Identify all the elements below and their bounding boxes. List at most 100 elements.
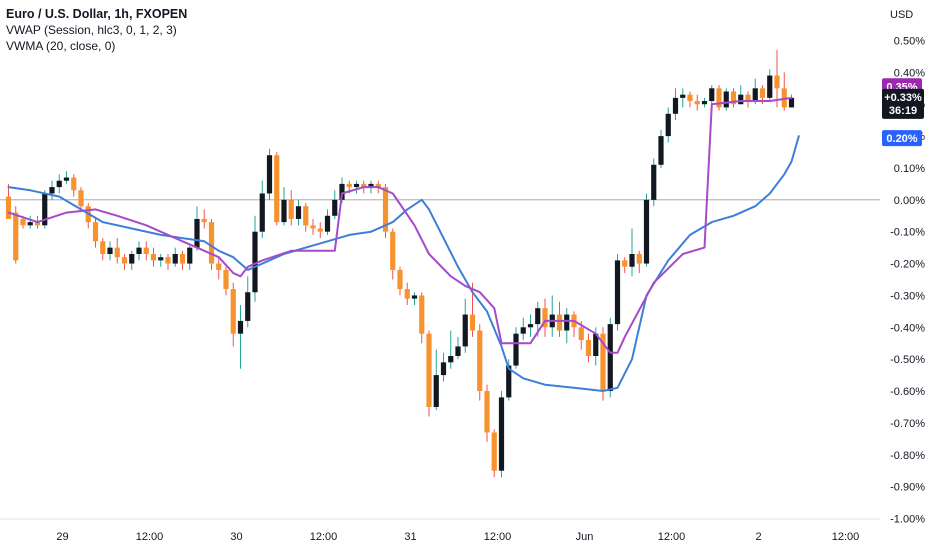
countdown-label: 36:19 — [889, 105, 917, 117]
candle-body — [498, 397, 505, 471]
candle-body — [230, 289, 236, 334]
last-price-label: +0.33% — [884, 92, 922, 104]
candle-body — [448, 355, 454, 363]
candle-body — [578, 327, 584, 341]
y-tick-label: -1.00% — [890, 514, 925, 526]
candle-body — [187, 247, 193, 264]
candles-group — [5, 50, 795, 478]
candle-body — [346, 183, 352, 188]
candle-body — [614, 260, 621, 325]
candle-body — [636, 254, 642, 264]
candle-body — [556, 314, 563, 331]
x-tick-label: 30 — [230, 531, 242, 543]
symbol-title[interactable]: Euro / U.S. Dollar, 1h, FXOPEN — [6, 7, 188, 21]
candle-body — [56, 180, 62, 188]
candle-body — [477, 330, 483, 392]
candle-body — [397, 269, 403, 290]
candle-body — [27, 222, 33, 226]
y-tick-label: 0.50% — [894, 36, 925, 48]
candle-body — [208, 222, 215, 264]
x-tick-label: 12:00 — [658, 531, 686, 543]
y-tick-label: -0.40% — [890, 322, 925, 334]
candle-body — [469, 314, 476, 331]
x-tick-label: Jun — [576, 531, 594, 543]
last-price-tag: +0.33%36:19 — [882, 88, 924, 119]
candle-body — [310, 225, 316, 229]
candle-body — [781, 88, 787, 108]
candle-body — [375, 183, 381, 188]
candle-body — [593, 333, 599, 356]
candle-body — [767, 75, 773, 98]
vwma-price-tag-bg — [882, 130, 922, 147]
candle-body — [419, 295, 425, 334]
candle-body — [281, 199, 287, 223]
candle-body — [564, 314, 570, 331]
x-tick-label: 12:00 — [136, 531, 164, 543]
candle-body — [600, 333, 606, 392]
candle-body — [179, 254, 186, 264]
x-tick-label: 12:00 — [310, 531, 338, 543]
candle-body — [223, 269, 229, 290]
y-tick-label: -0.30% — [890, 290, 925, 302]
y-tick-label: 0.40% — [894, 67, 925, 79]
candle-body — [34, 222, 41, 226]
candle-body — [506, 365, 512, 398]
candle-body — [20, 218, 26, 226]
y-tick-label: 0.00% — [894, 195, 925, 207]
vwma-price-tag-text: 0.20% — [886, 133, 917, 145]
vwma-price-tag: 0.20% — [882, 130, 922, 147]
candle-body — [194, 218, 200, 248]
candle-body — [658, 136, 664, 165]
y-tick-label: -0.60% — [890, 386, 925, 398]
candle-body — [716, 88, 722, 108]
candle-body — [462, 314, 468, 347]
vwap-legend-label[interactable]: VWAP (Session, hlc3, 0, 1, 2, 3) — [6, 23, 177, 37]
y-tick-label: -0.70% — [890, 418, 925, 430]
candle-body — [643, 199, 650, 264]
candle-body — [63, 177, 70, 181]
candle-body — [535, 308, 541, 325]
candle-body — [121, 257, 128, 264]
x-tick-label: 31 — [404, 531, 416, 543]
currency-label: USD — [890, 9, 913, 21]
candle-body — [353, 183, 360, 188]
time-axis: 29 12:00 30 12:00 31 12:00 Jun 12:00 2 12:00 — [0, 518, 880, 543]
candle-body — [672, 97, 679, 114]
candle-body — [114, 247, 120, 258]
candle-body — [288, 199, 294, 219]
candle-body — [339, 183, 345, 200]
candle-body — [694, 101, 700, 105]
candle-body — [759, 88, 766, 98]
candle-body — [303, 206, 309, 226]
candle-body — [680, 94, 686, 98]
candle-body — [687, 94, 693, 102]
candle-body — [5, 196, 12, 219]
candle-body — [651, 164, 657, 200]
candle-body — [361, 183, 367, 188]
candle-body — [491, 432, 497, 471]
vwma-legend-label[interactable]: VWMA (20, close, 0) — [6, 39, 116, 53]
candle-body — [665, 113, 671, 137]
y-tick-label: -0.10% — [890, 227, 925, 239]
candle-body — [107, 247, 113, 255]
candle-body — [607, 324, 613, 392]
x-tick-label: 12:00 — [832, 531, 860, 543]
vwap-line — [7, 96, 793, 354]
candle-body — [484, 391, 490, 433]
candle-body — [71, 177, 77, 191]
candle-body — [455, 346, 461, 356]
candle-body — [252, 231, 258, 293]
candle-body — [629, 254, 635, 267]
candle-body — [426, 333, 432, 407]
candle-body — [440, 362, 447, 376]
y-tick-label: -0.90% — [890, 482, 925, 494]
vwma-line — [7, 135, 800, 392]
candle-body — [237, 320, 244, 334]
candle-body — [245, 292, 251, 321]
candle-body — [622, 260, 628, 267]
candle-body — [738, 94, 744, 105]
candle-body — [42, 193, 48, 226]
candle-body — [216, 263, 222, 270]
